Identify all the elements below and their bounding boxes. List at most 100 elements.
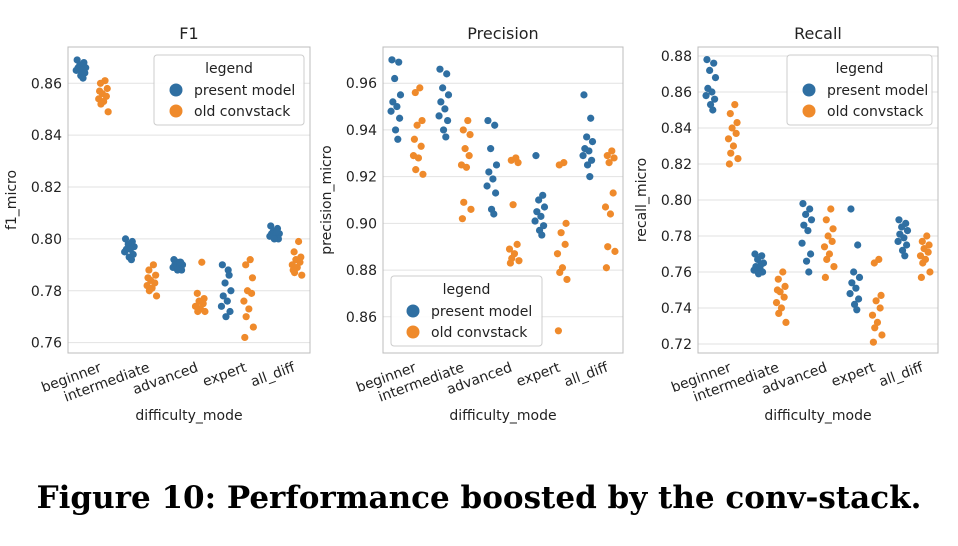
y-tick-label: 0.86 (346, 310, 377, 326)
data-point (703, 56, 711, 64)
data-point (823, 255, 831, 263)
x-tick-label: expert (514, 360, 563, 391)
y-tick-label: 0.96 (346, 76, 377, 92)
data-point (711, 95, 719, 103)
data-point (248, 274, 257, 282)
data-point (757, 261, 765, 269)
data-point (176, 258, 184, 266)
data-point (460, 198, 468, 206)
data-point (608, 147, 616, 155)
data-point (586, 173, 594, 181)
data-point (873, 318, 882, 326)
legend-marker (802, 83, 816, 97)
data-point (846, 290, 854, 298)
data-point (439, 84, 447, 92)
y-tick-label: 0.74 (661, 301, 692, 317)
data-point (249, 323, 257, 331)
legend-label: old convstack (431, 325, 528, 341)
data-point (829, 225, 837, 233)
data-point (104, 108, 112, 116)
data-point (553, 250, 562, 258)
data-point (149, 261, 157, 269)
data-point (419, 170, 427, 178)
data-point (706, 66, 714, 74)
data-point (800, 221, 808, 229)
data-point (724, 135, 733, 143)
x-tick-label: all_diff (562, 360, 611, 391)
legend-title: legend (836, 61, 884, 77)
data-point (605, 159, 613, 167)
y-tick-label: 0.86 (661, 85, 692, 101)
series-present-model (387, 56, 597, 239)
data-point (487, 145, 495, 153)
data-point (538, 231, 546, 239)
data-point (145, 287, 153, 295)
chart-precision: 0.86 0.88 0.90 0.92 0.94 0.96 Precision difficu… (319, 24, 624, 424)
y-axis-label: recall_micro (634, 158, 650, 242)
y-tick-label: 0.88 (346, 263, 377, 279)
data-point (563, 275, 571, 284)
data-point (121, 248, 129, 256)
data-point (417, 142, 425, 150)
data-point (219, 292, 227, 300)
y-tick-label: 0.78 (31, 284, 62, 300)
data-point (247, 289, 256, 297)
data-point (221, 279, 229, 287)
data-point (532, 152, 540, 160)
data-point (820, 243, 829, 251)
series-old-convstack (409, 84, 619, 335)
data-point (827, 205, 835, 213)
data-point (602, 264, 611, 272)
data-point (775, 309, 783, 317)
data-point (441, 105, 449, 113)
data-point (224, 266, 232, 274)
data-point (557, 229, 565, 237)
data-point (869, 338, 878, 346)
data-point (388, 56, 396, 64)
data-point (807, 250, 815, 258)
data-point (924, 248, 932, 256)
data-point (418, 116, 426, 125)
data-point (127, 256, 135, 264)
data-point (807, 216, 816, 224)
data-point (439, 126, 448, 134)
x-axis-label: difficulty_mode (135, 408, 242, 424)
legend-box (786, 54, 933, 126)
data-point (847, 205, 855, 213)
data-point (779, 268, 787, 276)
y-tick-label: 0.94 (346, 123, 377, 139)
legend-marker (169, 83, 183, 97)
plot-frame (67, 46, 311, 354)
data-point (444, 91, 453, 99)
data-point (391, 126, 400, 134)
data-point (507, 156, 515, 164)
chart-title: Precision (467, 24, 538, 43)
data-point (509, 201, 517, 209)
legend-marker (406, 304, 420, 318)
data-point (396, 114, 404, 122)
data-point (774, 275, 782, 283)
y-tick-label: 0.76 (661, 265, 692, 281)
data-point (603, 152, 611, 160)
x-axis-label: difficulty_mode (764, 408, 871, 424)
data-point (782, 318, 790, 326)
data-point (173, 266, 182, 274)
series-old-convstack (724, 101, 934, 346)
data-point (97, 100, 105, 108)
legend-label: present model (194, 83, 295, 99)
data-point (270, 235, 278, 243)
data-point (539, 191, 547, 199)
data-point (395, 58, 403, 66)
data-point (855, 295, 863, 303)
data-point (387, 107, 395, 115)
data-point (852, 284, 860, 292)
data-point (491, 121, 499, 129)
data-point (242, 313, 250, 321)
data-point (222, 313, 230, 321)
data-point (444, 116, 452, 125)
legend-label: old convstack (194, 104, 291, 120)
data-point (393, 102, 401, 111)
data-point (754, 255, 762, 263)
data-point (72, 66, 80, 74)
